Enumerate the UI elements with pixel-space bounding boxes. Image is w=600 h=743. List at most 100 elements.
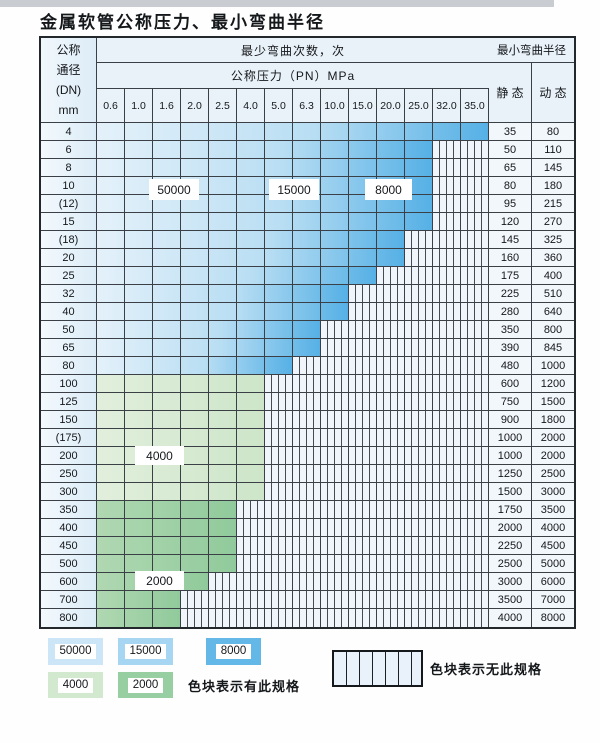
no-spec-cell bbox=[377, 321, 405, 338]
spec-cell bbox=[321, 195, 349, 212]
spec-cell bbox=[349, 141, 377, 158]
static-radius-value: 600 bbox=[489, 375, 532, 392]
spec-cell bbox=[209, 447, 237, 464]
zone-label-2000: 2000 bbox=[135, 571, 184, 590]
dn-value: 4 bbox=[41, 123, 97, 140]
coverage-segment bbox=[97, 321, 321, 338]
spec-cell bbox=[153, 357, 181, 374]
dynamic-radius-value: 845 bbox=[532, 339, 574, 356]
spec-cell bbox=[237, 123, 265, 140]
spec-cell bbox=[181, 123, 209, 140]
no-spec-cell bbox=[237, 609, 265, 627]
page-title: 金属软管公称压力、最小弯曲半径 bbox=[40, 13, 325, 32]
spec-cell bbox=[97, 591, 125, 608]
dn-value: 200 bbox=[41, 447, 97, 464]
spec-cell bbox=[209, 537, 237, 554]
no-spec-cell bbox=[377, 501, 405, 518]
spec-cell bbox=[97, 573, 125, 590]
spec-cell bbox=[153, 339, 181, 356]
pressure-grid bbox=[97, 609, 489, 627]
no-spec-cell bbox=[377, 483, 405, 500]
spec-cell bbox=[209, 231, 237, 248]
spec-cell bbox=[181, 249, 209, 266]
coverage-segment bbox=[97, 141, 433, 158]
table-row: 500 2500 5000 bbox=[41, 555, 574, 573]
no-spec-cell bbox=[321, 465, 349, 482]
spec-cell bbox=[125, 213, 153, 230]
spec-cell bbox=[125, 501, 153, 518]
spec-cell bbox=[321, 177, 349, 194]
dynamic-radius-value: 1000 bbox=[532, 357, 574, 374]
static-radius-value: 2500 bbox=[489, 555, 532, 572]
no-spec-cell bbox=[293, 447, 321, 464]
dn-value: (175) bbox=[41, 429, 97, 446]
no-spec-cell bbox=[293, 375, 321, 392]
dynamic-radius-value: 2000 bbox=[532, 429, 574, 446]
no-spec-cell bbox=[321, 375, 349, 392]
no-spec-cell bbox=[433, 447, 461, 464]
pressure-value-cell: 1.6 bbox=[153, 89, 181, 122]
table-row: 400 2000 4000 bbox=[41, 519, 574, 537]
spec-cell bbox=[181, 555, 209, 572]
table-row: 8 65 145 bbox=[41, 159, 574, 177]
spec-cell bbox=[209, 195, 237, 212]
pressure-value-cell: 35.0 bbox=[461, 89, 489, 122]
no-spec-cell bbox=[265, 411, 293, 428]
spec-cell bbox=[153, 375, 181, 392]
spec-cell bbox=[153, 249, 181, 266]
no-spec-cell bbox=[405, 357, 433, 374]
spec-cell bbox=[209, 303, 237, 320]
spec-cell bbox=[153, 321, 181, 338]
table-row: (175) 1000 2000 bbox=[41, 429, 574, 447]
spec-cell bbox=[321, 285, 349, 302]
dn-value: 800 bbox=[41, 609, 97, 627]
no-spec-cell bbox=[209, 609, 237, 627]
dn-value: 8 bbox=[41, 159, 97, 176]
no-spec-cell bbox=[461, 447, 489, 464]
no-spec-cell bbox=[321, 321, 349, 338]
spec-cell bbox=[293, 213, 321, 230]
pressure-value-cell: 0.6 bbox=[97, 89, 125, 122]
static-header: 静 态 bbox=[489, 63, 532, 122]
spec-cell bbox=[153, 483, 181, 500]
spec-cell bbox=[153, 303, 181, 320]
spec-cell bbox=[125, 231, 153, 248]
table-row: 450 2250 4500 bbox=[41, 537, 574, 555]
pressure-value-cell: 1.0 bbox=[125, 89, 153, 122]
spec-cell bbox=[181, 429, 209, 446]
no-spec-cell bbox=[461, 501, 489, 518]
no-spec-cell bbox=[265, 393, 293, 410]
spec-cell bbox=[97, 321, 125, 338]
spec-cell bbox=[97, 195, 125, 212]
cycles-header: 最少弯曲次数，次 bbox=[97, 38, 489, 63]
spec-cell bbox=[321, 231, 349, 248]
no-spec-cell bbox=[461, 357, 489, 374]
spec-cell bbox=[209, 411, 237, 428]
spec-cell bbox=[153, 429, 181, 446]
spec-cell bbox=[293, 267, 321, 284]
coverage-segment bbox=[97, 357, 293, 374]
coverage-segment bbox=[97, 123, 489, 140]
legend-swatch-15000: 15000 bbox=[118, 638, 173, 665]
spec-cell bbox=[97, 159, 125, 176]
no-spec-cell bbox=[349, 465, 377, 482]
pressure-value-cell: 32.0 bbox=[433, 89, 461, 122]
spec-cell bbox=[97, 375, 125, 392]
legend-swatch-8000: 8000 bbox=[206, 638, 261, 665]
spec-cell bbox=[349, 249, 377, 266]
table-row: 150 900 1800 bbox=[41, 411, 574, 429]
table-row: 80 480 1000 bbox=[41, 357, 574, 375]
pressure-grid bbox=[97, 519, 489, 536]
spec-cell bbox=[125, 591, 153, 608]
spec-cell bbox=[125, 267, 153, 284]
spec-cell bbox=[153, 141, 181, 158]
spec-cell bbox=[125, 339, 153, 356]
spec-cell bbox=[153, 195, 181, 212]
no-spec-cell bbox=[461, 267, 489, 284]
spec-cell bbox=[265, 159, 293, 176]
spec-cell bbox=[293, 321, 321, 338]
pressure-grid bbox=[97, 123, 489, 140]
no-spec-cell bbox=[405, 465, 433, 482]
spec-cell bbox=[349, 159, 377, 176]
spec-cell bbox=[181, 285, 209, 302]
